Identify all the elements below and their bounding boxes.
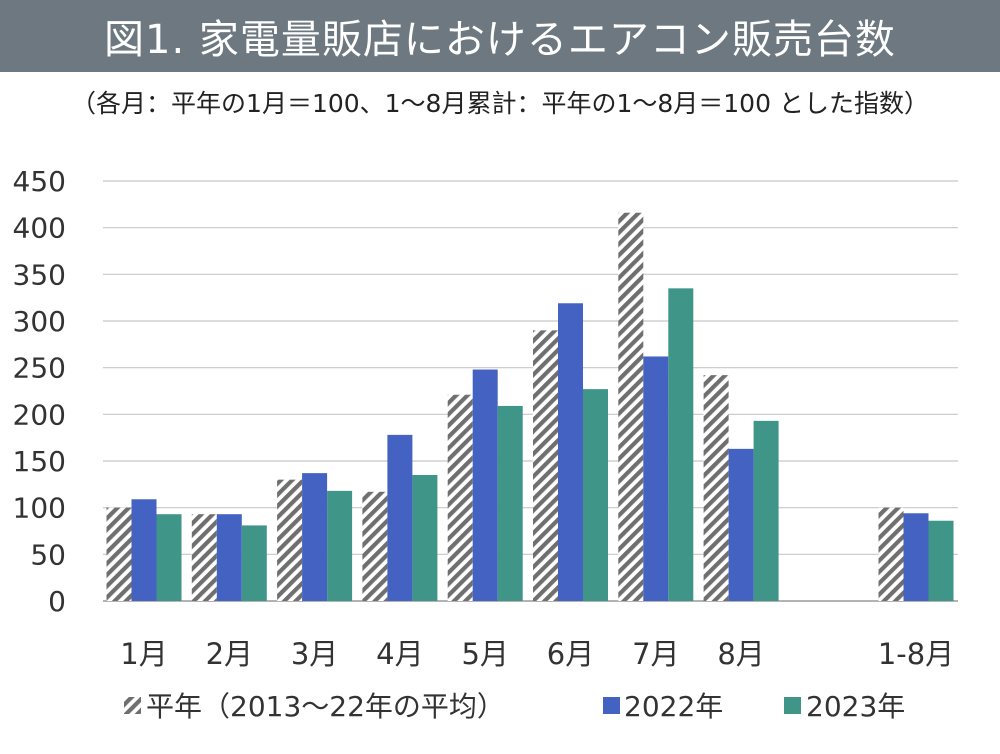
y-tick-label: 0	[48, 585, 66, 618]
legend-swatch	[784, 697, 801, 714]
y-tick-label: 450	[13, 165, 66, 198]
x-category-label: 1月	[120, 637, 167, 671]
bars	[106, 212, 954, 601]
y-axis-ticks: 0 50 100 150 200 250 300 350 400 450	[13, 165, 66, 618]
bar-2-1	[131, 499, 157, 601]
y-tick-label: 200	[13, 398, 66, 431]
bar-3-6	[583, 389, 608, 601]
x-category-label: 8月	[717, 637, 764, 671]
bar-3-8	[753, 420, 779, 601]
bar-1-4	[362, 491, 388, 601]
y-tick-label: 250	[13, 352, 66, 385]
legend-label: 平年（2013～22年の平均）	[146, 690, 505, 723]
y-tick-label: 100	[13, 492, 66, 525]
x-category-label: 1-8月	[878, 637, 954, 671]
bar-1-6	[533, 330, 558, 601]
x-category-label: 2月	[206, 637, 253, 671]
y-tick-label: 150	[13, 445, 66, 478]
x-category-label: 5月	[461, 637, 508, 671]
bar-3-5	[497, 405, 523, 601]
bar-3-4	[412, 475, 438, 601]
bar-1-1	[106, 507, 132, 601]
bar-2-5	[472, 369, 498, 601]
y-tick-label: 400	[13, 212, 66, 245]
bar-2-3	[302, 473, 328, 601]
bar-1-7	[618, 212, 644, 601]
x-category-label: 3月	[291, 637, 338, 671]
bar-3-9	[928, 520, 954, 601]
bar-2-8	[728, 448, 754, 601]
x-category-label: 6月	[547, 637, 594, 671]
legend-swatch	[603, 697, 620, 714]
chart-title: 図1. 家電量販店におけるエアコン販売台数	[0, 0, 1000, 72]
bar-2-7	[643, 356, 669, 601]
x-category-label: 4月	[376, 637, 423, 671]
legend-label: 2022年	[624, 690, 723, 723]
bar-3-2	[241, 525, 267, 601]
y-tick-label: 50	[30, 538, 66, 571]
bar-3-3	[327, 490, 353, 601]
legend-swatch	[124, 697, 141, 714]
y-tick-label: 350	[13, 258, 66, 291]
x-axis-labels: 1月 2月 3月 4月 5月 6月 7月 8月 1-8月	[120, 637, 954, 671]
legend: 平年（2013～22年の平均） 2022年 2023年	[124, 690, 905, 723]
bar-3-1	[156, 514, 182, 601]
y-tick-label: 300	[13, 305, 66, 338]
bar-2-9	[903, 513, 929, 601]
bar-2-4	[387, 434, 413, 601]
bar-1-9	[878, 507, 904, 601]
x-category-label: 7月	[632, 637, 679, 671]
bar-1-2	[191, 514, 217, 601]
bar-1-3	[277, 479, 303, 601]
bar-2-2	[216, 514, 242, 601]
bar-3-7	[668, 288, 694, 601]
legend-label: 2023年	[806, 690, 905, 723]
bar-1-8	[703, 375, 729, 601]
bar-2-6	[558, 303, 583, 601]
chart-subtitle: （各月：平年の1月＝100、1～8月累計：平年の1～8月＝100 とした指数）	[71, 89, 929, 118]
bar-1-5	[447, 394, 473, 601]
